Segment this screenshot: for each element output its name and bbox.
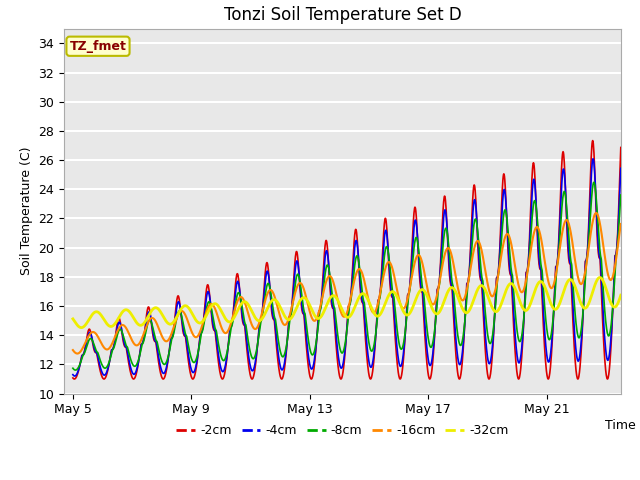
X-axis label: Time: Time xyxy=(605,419,636,432)
Y-axis label: Soil Temperature (C): Soil Temperature (C) xyxy=(20,147,33,276)
Text: TZ_fmet: TZ_fmet xyxy=(70,40,127,53)
Legend: -2cm, -4cm, -8cm, -16cm, -32cm: -2cm, -4cm, -8cm, -16cm, -32cm xyxy=(172,419,513,442)
Title: Tonzi Soil Temperature Set D: Tonzi Soil Temperature Set D xyxy=(223,6,461,24)
